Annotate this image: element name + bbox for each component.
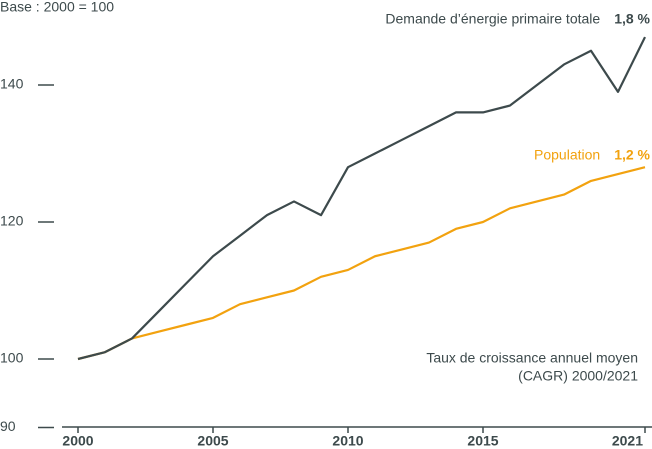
legend-label: Population [534, 147, 600, 163]
y-tick-label: 120 [0, 213, 24, 229]
series-line [77, 36, 646, 361]
legend-label: Demande d’énergie primaire totale [385, 11, 600, 27]
x-tick-label: 2005 [197, 433, 228, 449]
y-tick-label: 140 [0, 76, 24, 92]
y-tick-label: 100 [0, 350, 24, 366]
x-tick-label: 2010 [332, 433, 363, 449]
series-rate: 1,2 % [614, 147, 650, 163]
subtitle: Base : 2000 = 100 [0, 0, 114, 15]
series-line [77, 166, 646, 361]
annotation: (CAGR) 2000/2021 [518, 368, 638, 384]
x-tick-label: 2021 [612, 433, 643, 449]
annotation: Taux de croissance annuel moyen [426, 350, 638, 366]
x-tick-label: 2015 [467, 433, 498, 449]
y-tick-label: 90 [0, 418, 16, 434]
x-tick-label: 2000 [62, 433, 93, 449]
series-rate: 1,8 % [614, 11, 650, 27]
